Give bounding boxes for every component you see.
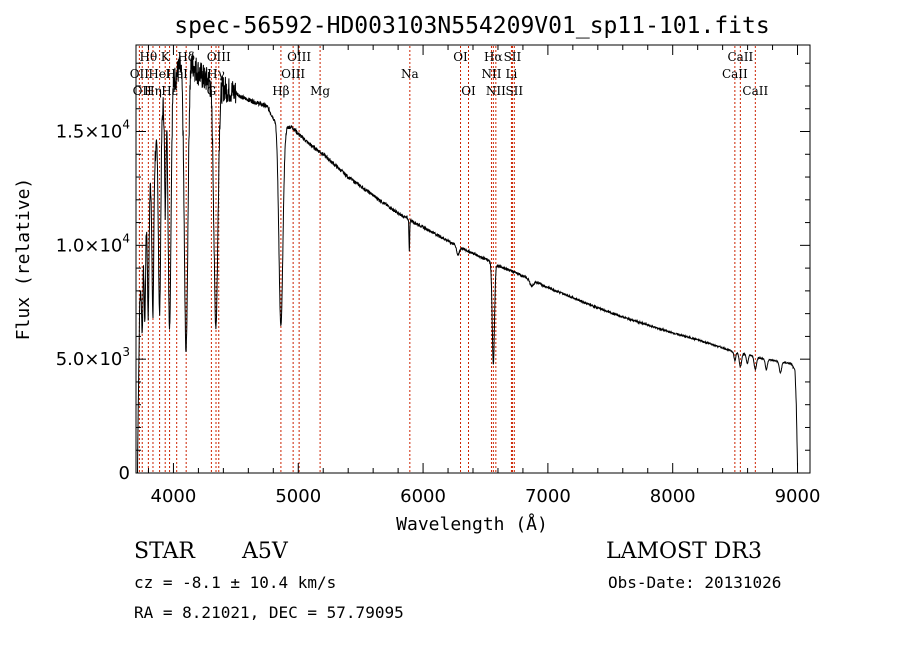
line-marker-label: Hγ	[207, 67, 225, 81]
coordinates-text: RA = 8.21021, DEC = 57.79095	[134, 603, 404, 622]
line-marker-label: NII	[481, 67, 501, 81]
x-tick-label: 4000	[151, 486, 197, 507]
y-tick-exponent: 3	[122, 345, 130, 359]
x-tick-label: 9000	[775, 486, 821, 507]
y-tick-mantissa: 0	[119, 463, 130, 484]
line-marker-label: OII	[133, 84, 153, 98]
line-marker-label: OIII	[207, 50, 231, 64]
line-marker-label: CaII	[727, 50, 753, 64]
spectrum-line	[136, 52, 798, 474]
y-tick-exponent: 4	[122, 118, 130, 132]
chart-title: spec-56592-HD003103N554209V01_sp11-101.f…	[174, 13, 769, 39]
x-axis-label: Wavelength (Å)	[396, 513, 548, 535]
y-tick-label: 5.0×103	[56, 345, 130, 370]
x-tick-label: 6000	[400, 486, 446, 507]
x-tick-label: 5000	[275, 486, 321, 507]
line-marker-label: SII	[505, 84, 523, 98]
line-marker-label: Na	[401, 67, 419, 81]
line-marker-label: OI	[461, 84, 476, 98]
survey-name: LAMOST DR3	[606, 539, 762, 564]
x-axis-ticks: 4000 5000 6000 7000 8000 9000	[147, 45, 821, 507]
line-marker-label: SII	[504, 50, 522, 64]
y-axis-label: Flux (relative)	[13, 178, 34, 341]
y-tick-mantissa: 5.0×10	[56, 349, 123, 370]
line-marker-label: OI	[453, 50, 468, 64]
line-marker-label: Mg	[310, 84, 330, 98]
y-tick-mantissa: 1.0×10	[56, 235, 123, 256]
x-tick-label: 8000	[650, 486, 696, 507]
obs-date-text: Obs-Date: 20131026	[608, 573, 782, 592]
redshift-text: cz = -8.1 ± 10.4 km/s	[134, 573, 337, 592]
line-marker-label: Hβ	[272, 84, 289, 98]
line-marker-label: CaII	[722, 67, 748, 81]
line-marker-label: Hη	[144, 84, 162, 98]
y-tick-mantissa: 1.5×10	[56, 122, 123, 143]
object-class: STAR	[134, 539, 195, 564]
line-marker-label: K	[161, 50, 171, 64]
line-marker-label: Li	[506, 67, 518, 81]
plot-frame	[135, 44, 811, 474]
line-marker-label: OIII	[287, 50, 311, 64]
y-tick-label: 1.0×104	[56, 231, 130, 256]
line-marker-label: OIII	[281, 67, 305, 81]
line-marker-label: Hα	[484, 50, 503, 64]
y-tick-label: 1.5×104	[56, 118, 130, 143]
line-marker-label: CaII	[742, 84, 768, 98]
x-tick-label: 7000	[525, 486, 571, 507]
object-subclass: A5V	[242, 539, 288, 564]
emission-line-markers	[138, 46, 756, 472]
line-marker-label: Hθ	[140, 50, 158, 64]
line-marker-label: OII	[130, 67, 150, 81]
y-tick-label: 0	[119, 463, 130, 484]
line-marker-label: NII	[486, 84, 506, 98]
line-marker-label: HeI	[148, 67, 171, 81]
y-tick-exponent: 4	[122, 231, 130, 245]
